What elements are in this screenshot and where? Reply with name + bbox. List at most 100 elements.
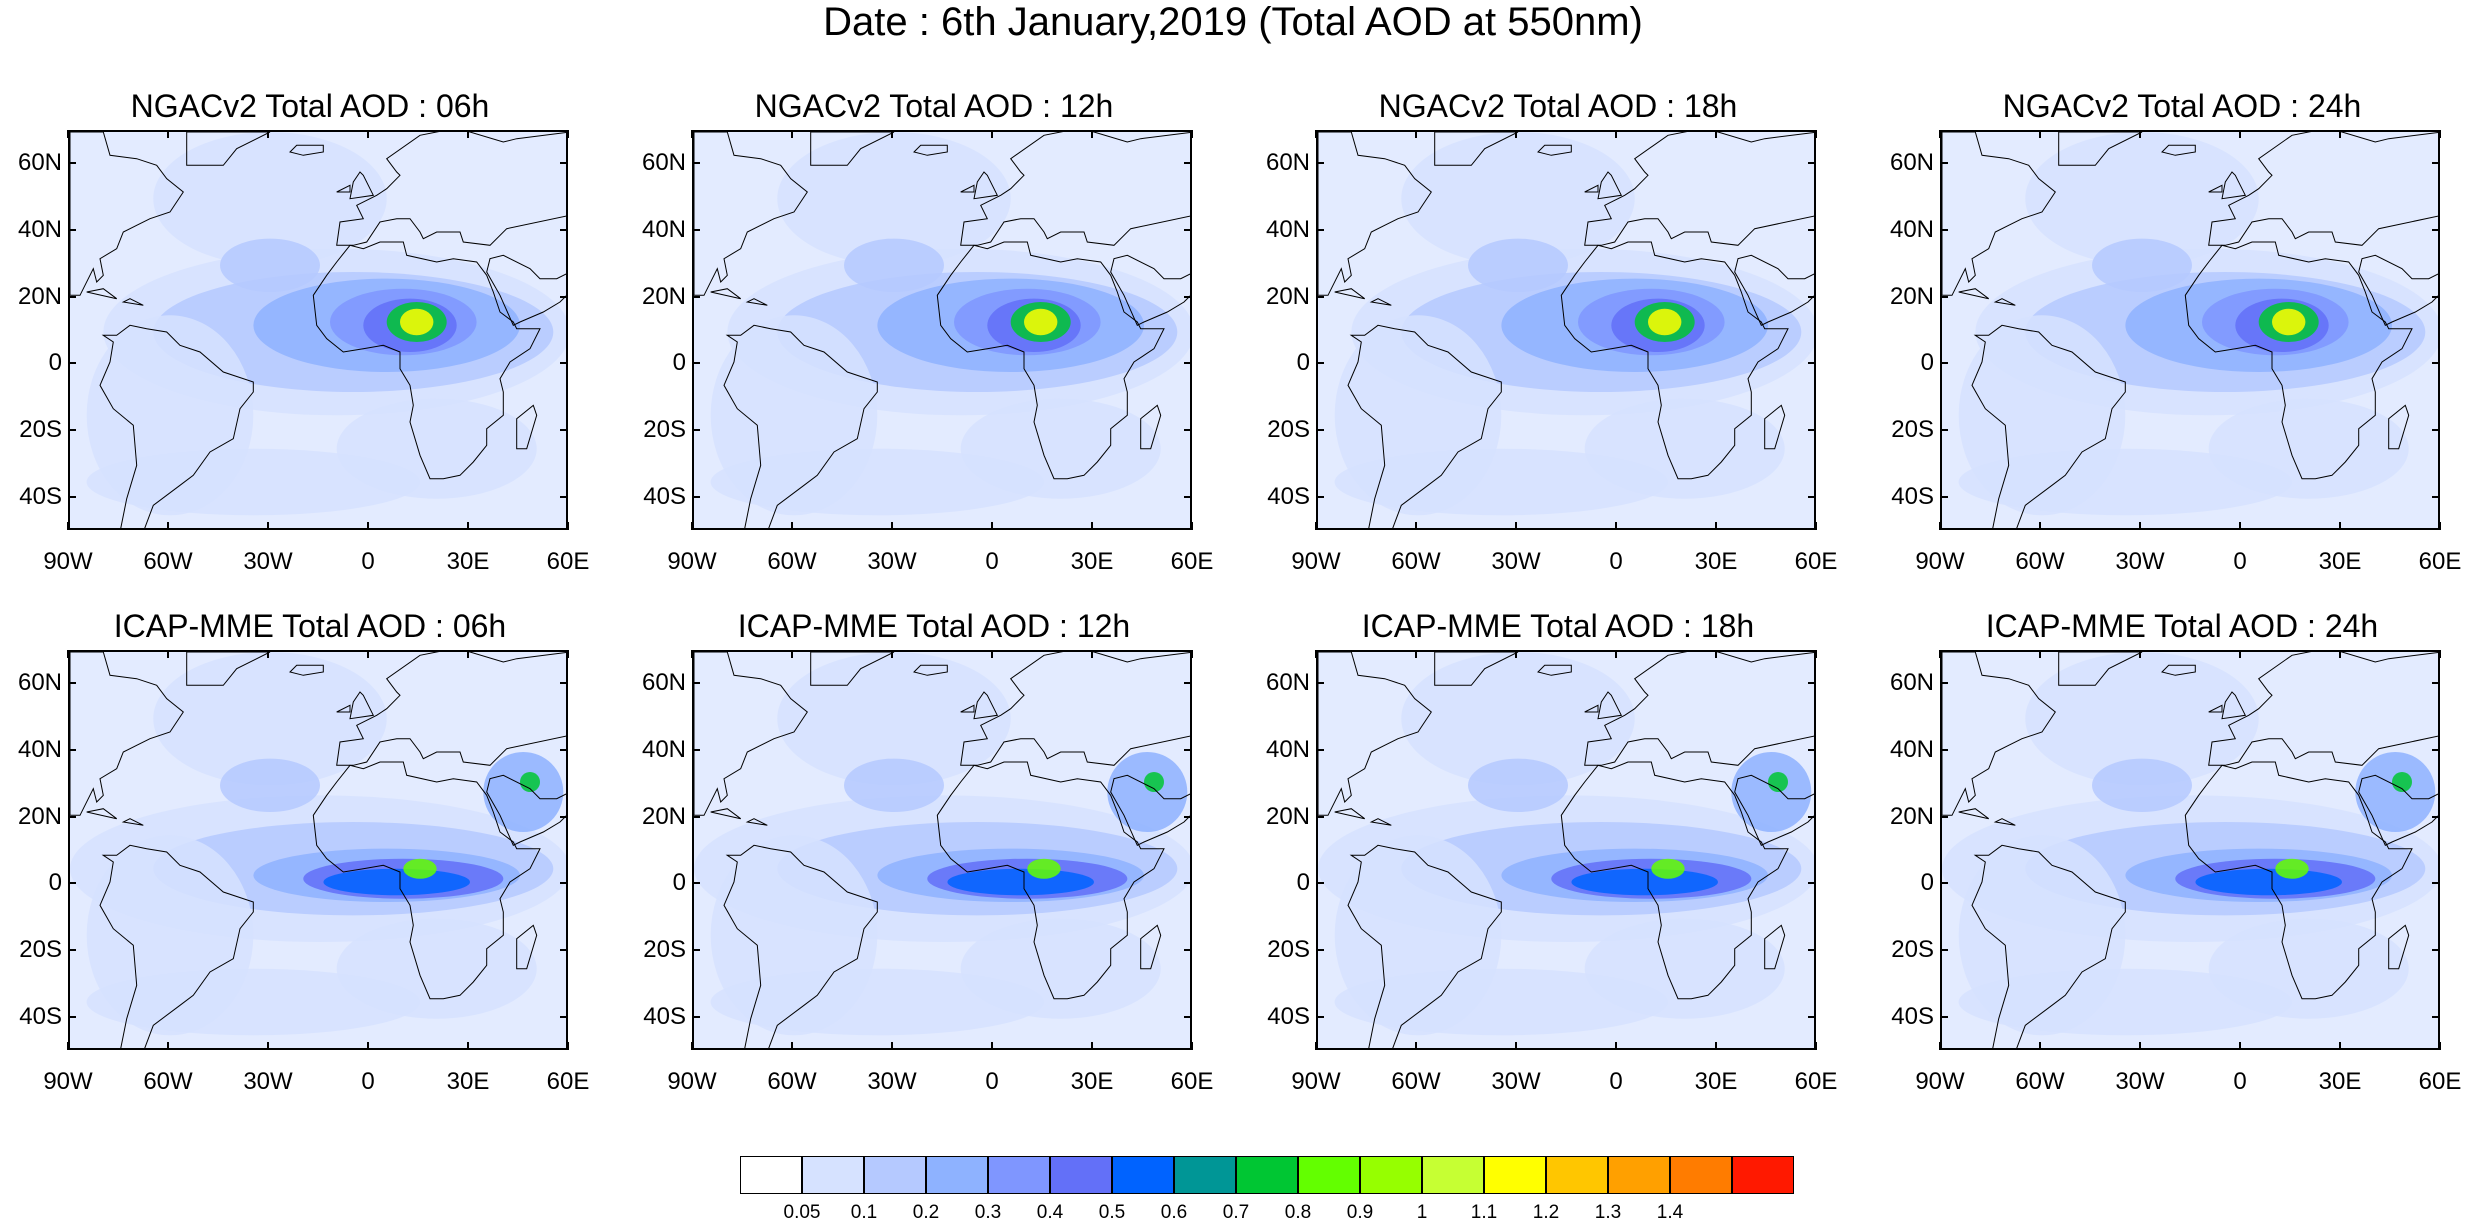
- panel-title: ICAP-MME Total AOD : 06h: [113, 608, 507, 644]
- lat-tick-label: 20S: [1891, 936, 1934, 963]
- map-frame: [68, 130, 568, 530]
- lat-tick-mark: [560, 1015, 568, 1018]
- lon-tick-mark: [1415, 130, 1417, 138]
- lat-tick-label: 20N: [17, 802, 62, 830]
- lon-tick-mark: [1091, 130, 1093, 138]
- lon-tick-label: 30E: [446, 1068, 490, 1095]
- lat-tick-mark: [692, 495, 700, 498]
- lon-tick-mark: [1715, 650, 1717, 658]
- lat-tick-label: 40N: [1265, 216, 1310, 243]
- lat-tick-label: 0: [1920, 349, 1934, 377]
- lat-tick-mark: [1316, 1015, 1324, 1018]
- lon-tick-label: 30W: [2115, 548, 2165, 575]
- lat-tick-mark: [68, 882, 76, 885]
- lat-tick-label: 20S: [1891, 416, 1934, 443]
- lat-tick-label: 20N: [1265, 802, 1310, 830]
- lat-tick-label: 20S: [19, 416, 62, 443]
- lon-tick-mark: [1515, 1042, 1517, 1050]
- map-panel: ICAP-MME Total AOD : 06h 60N 40N 20N 0 20S 40S…: [0, 608, 620, 1128]
- lat-tick-mark: [1316, 162, 1324, 165]
- lat-tick-mark: [2432, 815, 2440, 818]
- lon-tick-mark: [1715, 130, 1717, 138]
- lat-tick-mark: [2432, 749, 2440, 751]
- colorbar-label: 0.8: [1284, 1202, 1312, 1223]
- lon-tick-mark: [2239, 522, 2241, 530]
- map-panel: NGACv2 Total AOD : 06h 60N 40N 20N 0 20S 40S 90…: [0, 88, 620, 608]
- map-frame: [1316, 650, 1816, 1050]
- lon-tick-label: 0: [2233, 1068, 2247, 1095]
- lat-tick-mark: [560, 682, 568, 685]
- lon-tick-label: 60W: [143, 548, 193, 575]
- lat-tick-mark: [692, 429, 700, 431]
- lon-tick-label: 90W: [43, 1068, 93, 1095]
- lon-tick-mark: [791, 1042, 793, 1050]
- lat-tick-label: 20N: [641, 802, 686, 830]
- lat-tick-label: 40S: [1891, 1002, 1934, 1030]
- lon-tick-mark: [2339, 1042, 2341, 1050]
- panel-title: NGACv2 Total AOD : 12h: [754, 88, 1114, 124]
- lon-tick-mark: [1615, 1042, 1617, 1050]
- lon-tick-mark: [691, 650, 693, 658]
- panel-title: NGACv2 Total AOD : 24h: [2002, 88, 2362, 124]
- lat-tick-mark: [1808, 749, 1816, 751]
- lon-tick-label: 30E: [1070, 548, 1114, 575]
- map-panel: NGACv2 Total AOD : 24h 60N 40N 20N 0 20S 40S 90…: [1872, 88, 2466, 608]
- aod-map: [694, 132, 1190, 528]
- lat-tick-label: 60N: [17, 149, 62, 177]
- lat-tick-label: 40S: [1267, 1002, 1310, 1030]
- lon-tick-label: 0: [985, 548, 999, 575]
- lat-tick-mark: [1316, 495, 1324, 498]
- lat-tick-mark: [1808, 815, 1816, 818]
- lat-tick-mark: [692, 1015, 700, 1018]
- lon-tick-mark: [1315, 130, 1317, 138]
- colorbar-swatch: [1112, 1156, 1174, 1194]
- lat-tick-mark: [68, 749, 76, 751]
- lon-tick-label: 0: [2233, 548, 2247, 575]
- lon-tick-label: 30W: [243, 1068, 293, 1095]
- lon-tick-label: 30E: [1694, 1068, 1738, 1095]
- lat-tick-label: 20N: [1265, 282, 1310, 310]
- lat-tick-label: 0: [1920, 869, 1934, 897]
- lat-tick-mark: [1940, 815, 1948, 818]
- lon-tick-mark: [791, 130, 793, 138]
- colorbar-label: 0.5: [1098, 1202, 1126, 1223]
- lat-tick-mark: [68, 362, 76, 365]
- lat-tick-mark: [1940, 495, 1948, 498]
- lon-tick-label: 60E: [2418, 1068, 2462, 1095]
- colorbar-swatch: [926, 1156, 988, 1194]
- lon-tick-mark: [1415, 1042, 1417, 1050]
- coastlines: [694, 132, 1190, 528]
- lon-tick-mark: [367, 522, 369, 530]
- lat-tick-mark: [560, 162, 568, 165]
- lat-tick-mark: [560, 815, 568, 818]
- lon-tick-mark: [467, 130, 469, 138]
- lon-tick-mark: [2039, 522, 2041, 530]
- lon-tick-label: 90W: [1291, 548, 1341, 575]
- lon-tick-label: 90W: [667, 548, 717, 575]
- lat-tick-mark: [692, 229, 700, 231]
- lon-tick-label: 60E: [546, 548, 590, 575]
- lon-tick-mark: [567, 522, 569, 530]
- lat-tick-mark: [1808, 1015, 1816, 1018]
- colorbar-swatch: [1298, 1156, 1360, 1194]
- lat-tick-label: 40N: [1265, 736, 1310, 763]
- lat-tick-label: 40S: [1891, 482, 1934, 510]
- lon-tick-label: 0: [1609, 548, 1623, 575]
- lat-tick-mark: [560, 229, 568, 231]
- lon-tick-mark: [991, 650, 993, 658]
- lat-tick-label: 40S: [643, 1002, 686, 1030]
- lon-tick-mark: [67, 130, 69, 138]
- lat-tick-label: 0: [48, 349, 62, 377]
- lon-tick-label: 30W: [867, 548, 917, 575]
- lon-tick-mark: [2139, 650, 2141, 658]
- lat-tick-mark: [692, 882, 700, 885]
- lon-tick-mark: [567, 1042, 569, 1050]
- lon-tick-mark: [567, 650, 569, 658]
- lat-tick-mark: [2432, 229, 2440, 231]
- lat-tick-label: 60N: [641, 149, 686, 177]
- lat-tick-mark: [2432, 162, 2440, 165]
- lat-tick-mark: [1940, 229, 1948, 231]
- lat-tick-mark: [68, 295, 76, 298]
- lon-tick-label: 60W: [2015, 1068, 2065, 1095]
- lat-tick-mark: [692, 815, 700, 818]
